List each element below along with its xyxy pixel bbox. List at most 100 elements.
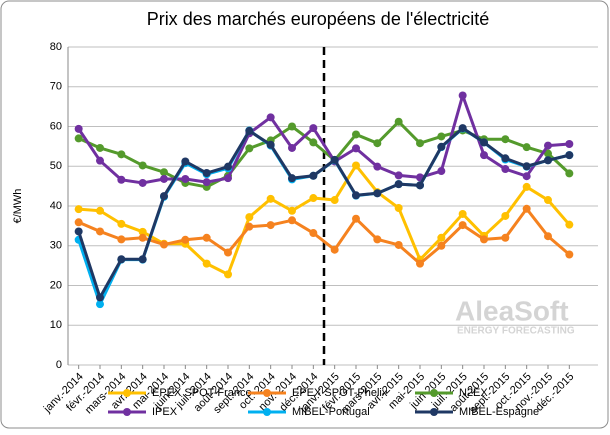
point	[501, 211, 510, 220]
point	[373, 189, 382, 198]
point	[288, 143, 296, 152]
point	[458, 91, 467, 100]
point	[245, 126, 254, 135]
legend-marker	[123, 389, 131, 397]
point	[352, 191, 360, 200]
point	[394, 203, 403, 212]
point	[160, 192, 168, 201]
point	[480, 235, 488, 244]
point	[202, 259, 211, 268]
point	[352, 130, 360, 139]
point	[224, 248, 232, 257]
point	[458, 209, 467, 218]
y-tick-label: 60	[50, 120, 62, 132]
y-tick-label: 70	[50, 81, 62, 93]
point	[117, 235, 126, 244]
point	[352, 214, 360, 223]
y-tick-label: 10	[50, 319, 62, 331]
legend-marker	[263, 389, 271, 397]
point	[288, 174, 296, 183]
point	[352, 161, 360, 170]
point	[288, 216, 296, 225]
point	[458, 221, 467, 230]
point	[394, 240, 403, 249]
point	[245, 144, 254, 153]
legend-label: EPEX SPOT-Phelix	[292, 387, 388, 399]
point	[309, 194, 318, 203]
point	[309, 138, 318, 147]
point	[288, 122, 296, 131]
point	[160, 168, 168, 177]
point	[330, 155, 339, 164]
point	[416, 181, 424, 190]
legend-marker	[263, 408, 271, 416]
point	[309, 171, 318, 180]
point	[544, 149, 552, 158]
point	[309, 229, 318, 238]
legend-label: MIBEL-Espagne	[459, 406, 539, 418]
point	[224, 162, 232, 171]
series-line	[77, 126, 570, 299]
point	[181, 235, 190, 244]
point	[160, 240, 168, 249]
point	[501, 154, 510, 163]
point	[373, 235, 382, 244]
point	[138, 227, 147, 236]
point	[288, 206, 296, 215]
series-line	[78, 163, 571, 276]
y-tick-label: 20	[50, 279, 62, 291]
point	[266, 221, 275, 230]
y-tick-label: 50	[50, 160, 62, 172]
legend-marker	[430, 389, 438, 397]
point	[330, 245, 339, 254]
point	[544, 196, 552, 205]
point	[117, 175, 126, 184]
point	[245, 213, 254, 222]
point	[501, 135, 510, 144]
point	[394, 180, 403, 189]
point	[138, 255, 147, 264]
point	[373, 162, 382, 171]
point	[522, 204, 531, 213]
legend-label: EPEX SPOT-France	[152, 387, 252, 399]
point	[416, 139, 424, 148]
point	[437, 241, 446, 250]
point	[74, 124, 83, 133]
point	[458, 124, 467, 133]
point	[74, 227, 83, 236]
point	[117, 150, 126, 159]
point	[565, 250, 574, 259]
point	[480, 151, 488, 160]
point	[96, 143, 104, 152]
point	[501, 165, 510, 174]
point	[266, 113, 275, 122]
point	[181, 157, 190, 166]
logo-tagline: ENERGY FORECASTING	[457, 326, 575, 337]
legend-label: IPEX	[152, 406, 178, 418]
point	[522, 162, 531, 171]
point	[202, 178, 211, 187]
chart-title: Prix des marchés européens de l'électric…	[147, 9, 490, 29]
y-tick-label: 0	[56, 359, 62, 371]
point	[394, 171, 403, 180]
point	[565, 220, 574, 229]
point	[416, 259, 424, 268]
legend-label: N2EX	[459, 387, 488, 399]
point	[522, 172, 531, 181]
point	[138, 178, 147, 187]
point	[565, 139, 574, 148]
point	[74, 218, 83, 227]
point	[437, 233, 446, 242]
logo-name: AleaSoft	[455, 295, 569, 326]
point	[394, 117, 403, 126]
point	[96, 156, 104, 165]
point	[202, 169, 211, 178]
point	[501, 233, 510, 242]
point	[266, 140, 275, 149]
point	[544, 232, 552, 241]
y-tick-label: 40	[50, 200, 62, 212]
point	[160, 174, 168, 183]
point	[138, 161, 147, 170]
point	[74, 134, 83, 143]
